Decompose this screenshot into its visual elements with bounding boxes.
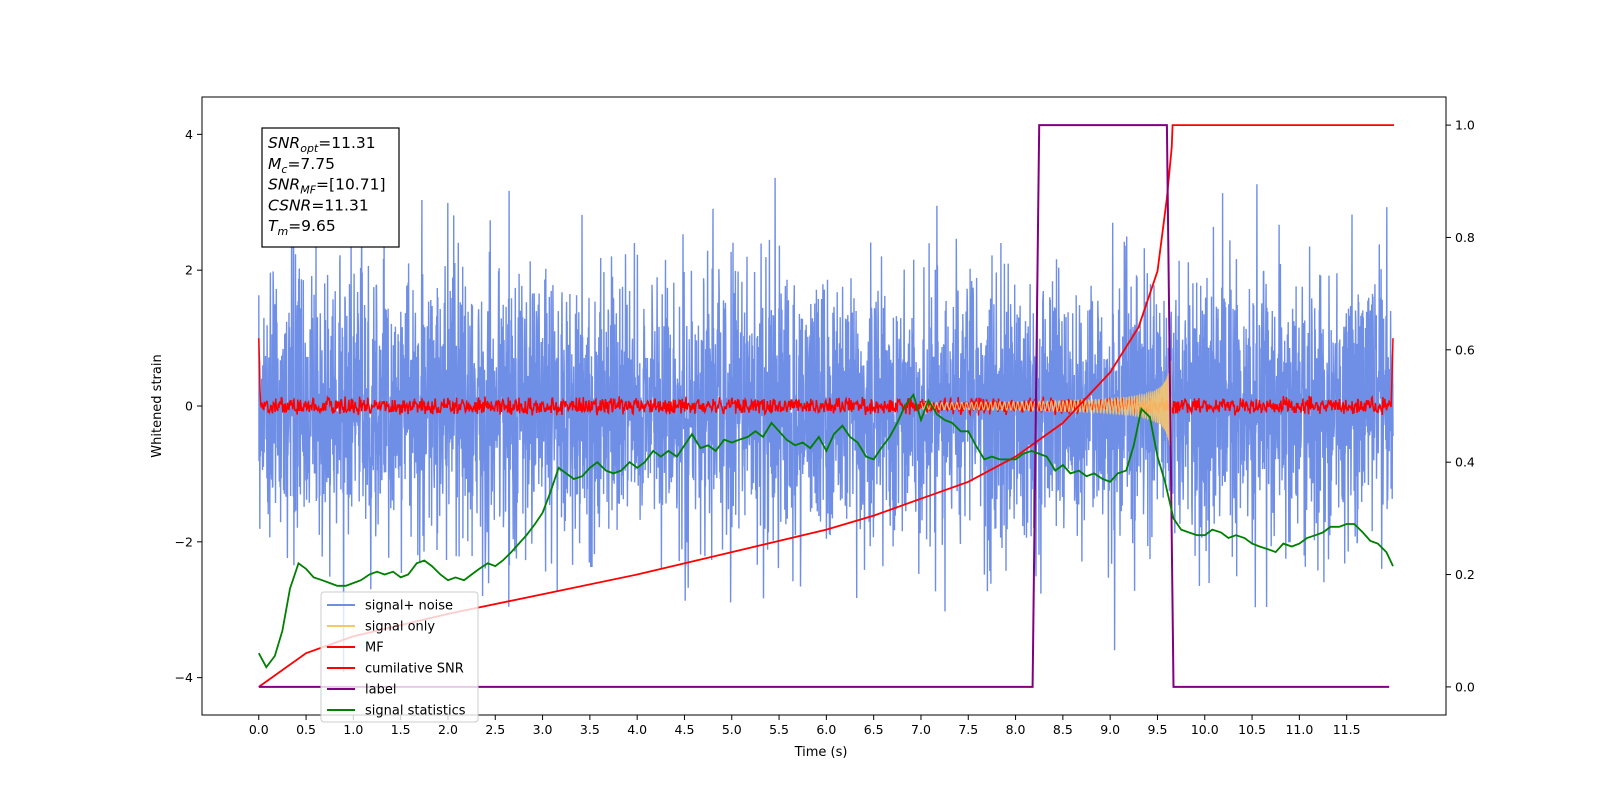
x-tick-label: 1.0 [343,722,363,737]
y2-tick-label: 0.6 [1455,342,1475,357]
x-tick-label: 0.0 [249,722,269,737]
x-tick-label: 4.0 [627,722,647,737]
annotation-frame [261,127,400,248]
y2-tick-label: 1.0 [1455,118,1475,133]
y2-tick-label: 0.4 [1455,455,1475,470]
y2-tick-label: 0.2 [1455,567,1475,582]
legend: signal+ noise signal only MF cumilative SNR… [320,591,479,723]
annotation-box: SNRopt=11.31Mc=7.75SNRMF=[10.71]CSNR=11.… [261,127,400,248]
annotation-line: Mc=7.75 [268,155,335,176]
y-tick-label: −2 [175,534,193,549]
y-axis-label: Whitened strain [150,354,165,457]
x-tick-label: 10.0 [1191,722,1219,737]
x-tick-label: 5.5 [769,722,789,737]
x-tick-label: 3.0 [533,722,553,737]
x-tick-label: 5.0 [722,722,742,737]
x-tick-label: 11.5 [1333,722,1361,737]
y-tick-label: −4 [175,670,193,685]
y-axis-right: 0.0 0.2 0.4 0.6 0.8 1.0 [1446,118,1475,694]
legend-label: signal statistics [365,704,466,719]
series-label [258,124,1390,688]
annotation-line: SNRopt=11.31 [268,134,376,155]
legend-label: signal only [365,620,435,635]
series-signal-noise [258,165,1394,673]
x-tick-label: 2.0 [438,722,458,737]
legend-label: MF [365,641,384,656]
y-axis-left: −4 −2 0 2 4 [175,127,202,685]
x-tick-label: 9.0 [1100,722,1120,737]
x-tick-label: 3.5 [580,722,600,737]
annotation-line: Tm=9.65 [268,217,336,238]
y2-tick-label: 0.0 [1455,679,1475,694]
annotation-line: SNRMF=[10.71] [268,176,386,197]
series-signal-only [920,360,1172,459]
x-tick-label: 0.5 [296,722,316,737]
x-tick-label: 1.5 [391,722,411,737]
y-tick-label: 2 [185,263,193,278]
x-tick-label: 11.0 [1285,722,1313,737]
x-tick-label: 7.0 [911,722,931,737]
series-mf [258,338,1394,417]
x-tick-label: 4.5 [675,722,695,737]
y2-tick-label: 0.8 [1455,230,1475,245]
x-tick-label: 6.5 [864,722,884,737]
legend-label: label [365,683,396,698]
legend-label: cumilative SNR [365,662,464,677]
x-tick-label: 6.0 [816,722,836,737]
x-tick-label: 2.5 [485,722,505,737]
x-tick-label: 8.5 [1053,722,1073,737]
x-tick-label: 8.0 [1006,722,1026,737]
y-tick-label: 4 [185,127,193,142]
x-tick-label: 9.5 [1148,722,1168,737]
y-tick-label: 0 [185,399,193,414]
legend-label: signal+ noise [365,599,453,614]
annotation-line: CSNR=11.31 [268,196,369,214]
x-tick-label: 10.5 [1238,722,1266,737]
x-axis: 0.0 0.5 1.0 1.5 2.0 2.5 3.0 3.5 4.0 4.5 5.0 5.5 6.0 6… [249,715,1361,737]
legend-frame [320,591,479,723]
x-axis-label: Time (s) [794,745,848,760]
x-tick-label: 7.5 [958,722,978,737]
series-signal-statistics [258,392,1394,669]
